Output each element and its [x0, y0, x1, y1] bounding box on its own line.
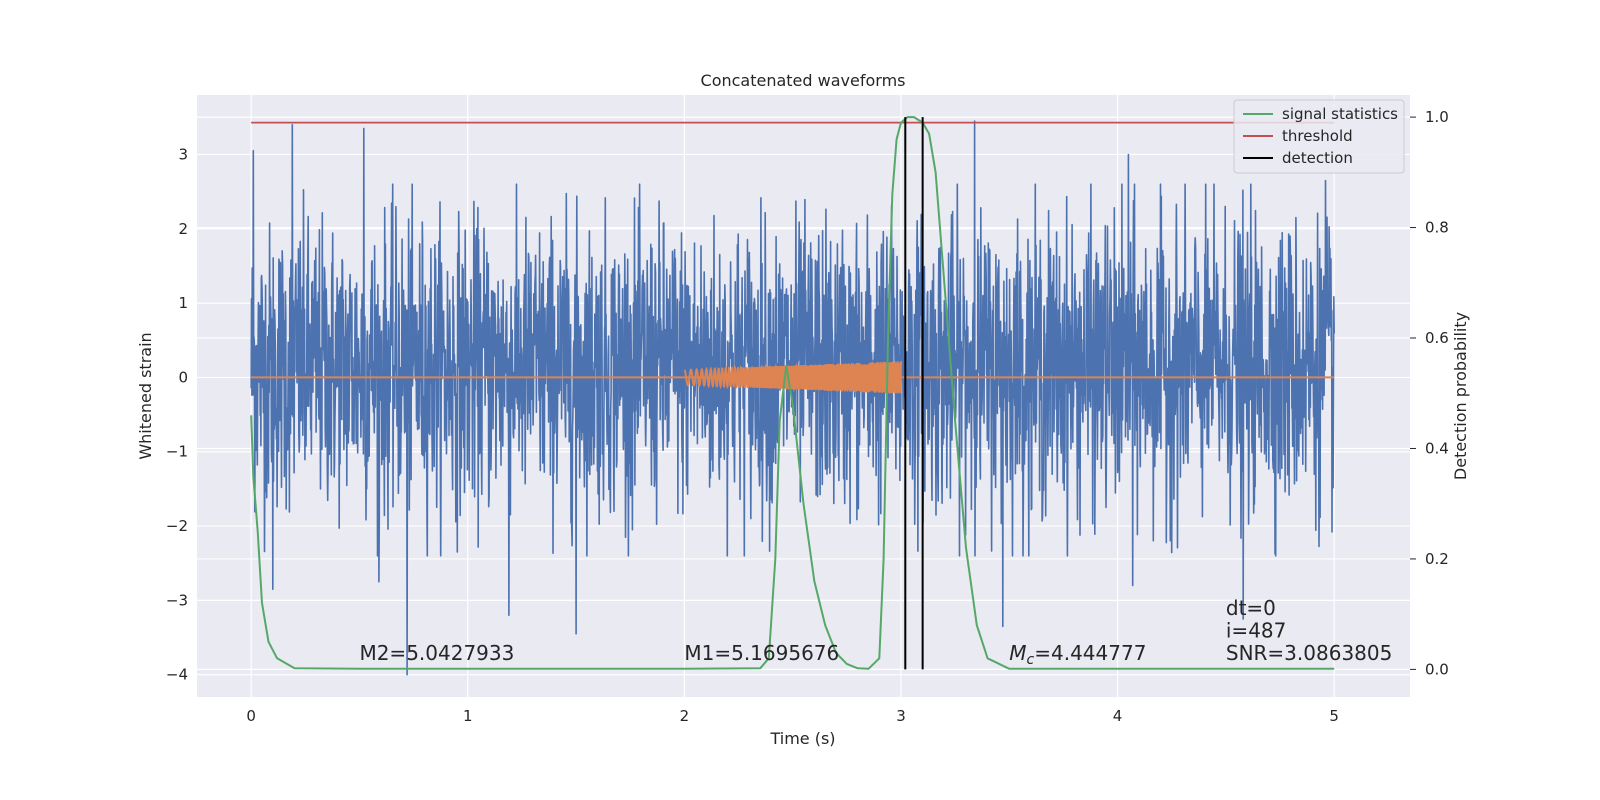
x-tick-label: 1	[463, 707, 473, 725]
legend-box	[1233, 99, 1405, 174]
y-tick-label: −2	[166, 517, 188, 535]
y-right-tick-label: 0.6	[1425, 329, 1449, 347]
x-tick-labels: 0 1 2 3 4 5	[246, 707, 1339, 725]
annotations: M2=5.0427933 M1=5.1695676 Mc=4.444777 dt=0i…	[359, 596, 1392, 668]
legend-label: threshold	[1282, 127, 1353, 145]
legend-label: signal statistics	[1282, 105, 1398, 123]
chart-title: Concatenated waveforms	[701, 71, 906, 90]
x-tick-label: 0	[246, 707, 256, 725]
annotation-text: i=487	[1226, 619, 1287, 643]
legend-label: detection	[1282, 149, 1353, 167]
y-right-tick-labels: 0.0 0.2 0.4 0.6 0.8 1.0	[1410, 108, 1449, 678]
y-axis-label: Whitened strain	[136, 332, 155, 459]
signal-statistics-line	[250, 116, 1335, 670]
y-right-tick-label: 0.4	[1425, 439, 1449, 457]
y-tick-label: 3	[178, 145, 188, 163]
series-group	[250, 116, 1335, 676]
y-right-tick-label: 0.2	[1425, 550, 1449, 568]
annotation-text: SNR=3.0863805	[1226, 641, 1392, 665]
y-tick-label: −3	[166, 591, 188, 609]
annotation-text: M2=5.0427933	[359, 641, 514, 665]
y-right-tick-label: 1.0	[1425, 108, 1449, 126]
x-tick-label: 5	[1329, 707, 1339, 725]
template-chirp-line	[683, 361, 902, 394]
x-tick-label: 4	[1113, 707, 1123, 725]
x-axis-label: Time (s)	[769, 729, 835, 748]
annotation-text: Mc=4.444777	[1009, 641, 1146, 668]
y-right-tick-label: 0.0	[1425, 660, 1449, 678]
y-tick-label: 0	[178, 368, 188, 386]
data-layer	[250, 116, 1335, 676]
y-right-tick-label: 0.8	[1425, 219, 1449, 237]
annotation-text: M1=5.1695676	[684, 641, 839, 665]
annotation-text: dt=0	[1226, 596, 1276, 620]
y-tick-label: −4	[166, 666, 188, 684]
y-right-axis-label: Detection probability	[1451, 312, 1470, 480]
y-tick-label: −1	[166, 443, 188, 461]
y-tick-labels: −4 −3 −2 −1 0 1 2 3	[166, 145, 188, 683]
y-tick-label: 2	[178, 220, 188, 238]
x-tick-label: 3	[896, 707, 906, 725]
x-tick-label: 2	[680, 707, 690, 725]
y-tick-label: 1	[178, 294, 188, 312]
legend: signal statistics threshold detection	[1233, 99, 1405, 174]
